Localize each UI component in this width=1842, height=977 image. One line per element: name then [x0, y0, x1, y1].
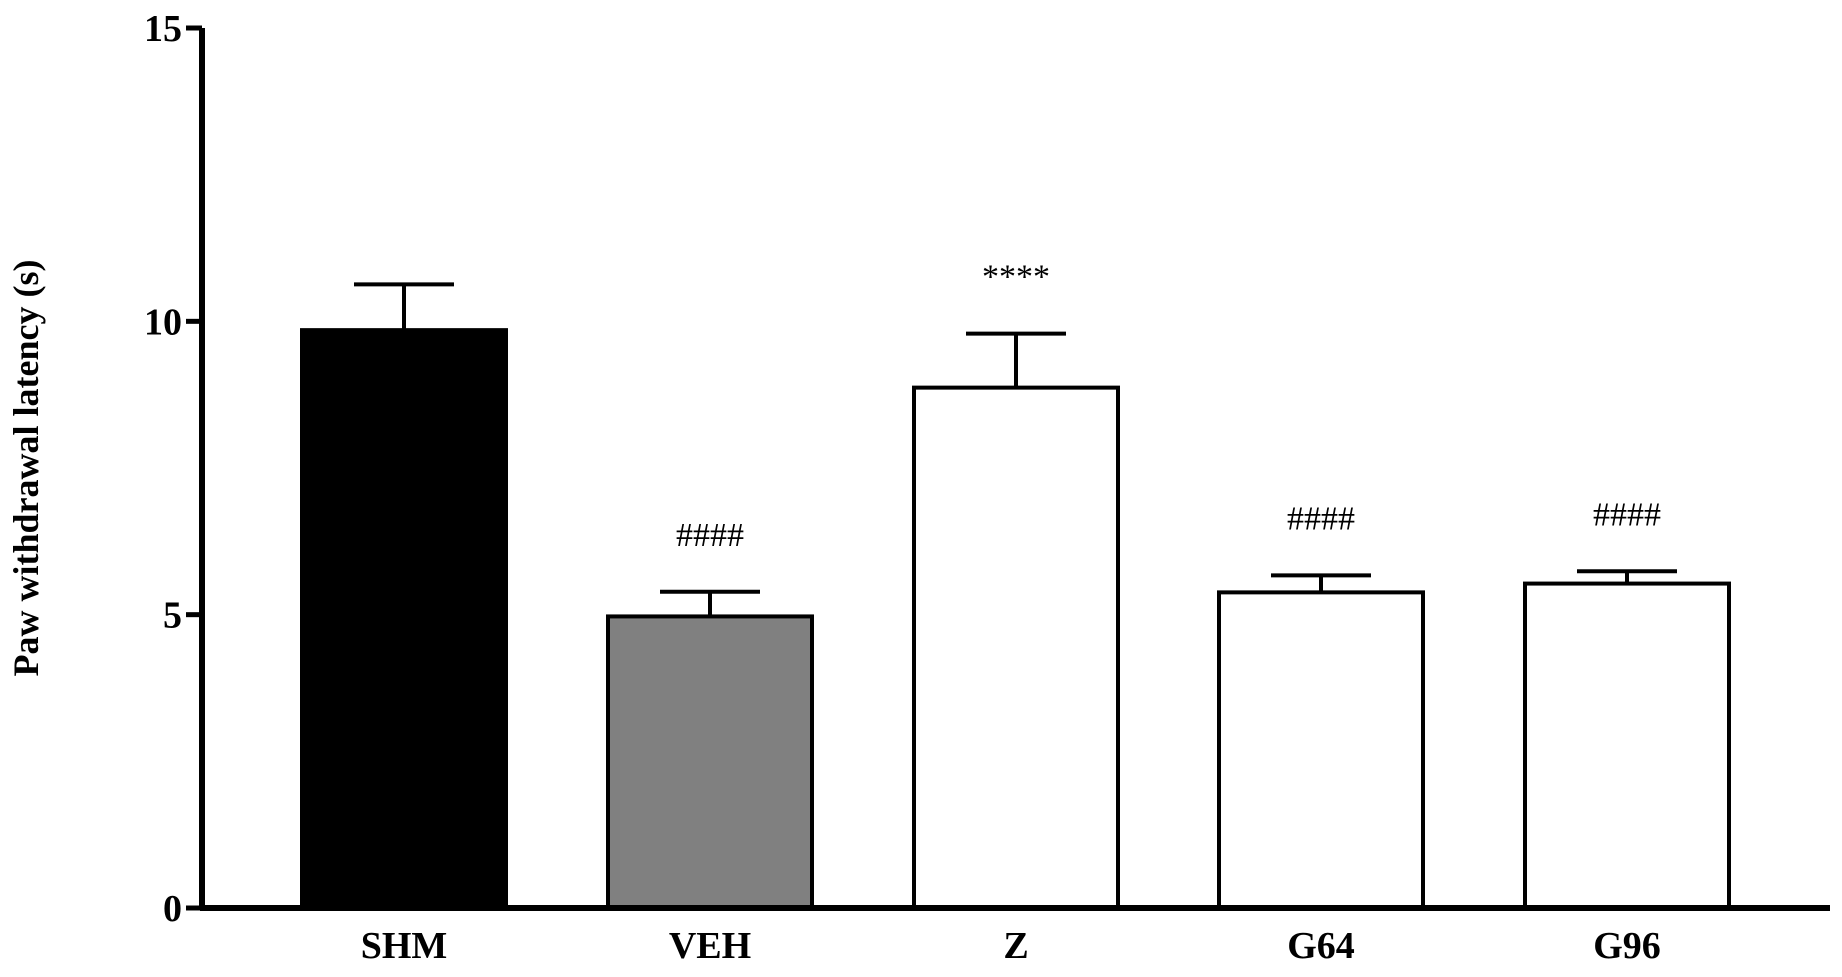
significance-label-g64: #### [1287, 500, 1355, 537]
bar-z [912, 385, 1120, 911]
x-tick-label-g64: G64 [1287, 925, 1355, 967]
bar-g64 [1217, 590, 1425, 911]
significance-label-veh: #### [676, 517, 744, 554]
bar-veh [606, 614, 814, 911]
bar-shm [300, 328, 508, 910]
significance-label-g96: #### [1593, 496, 1661, 533]
significance-label-z: **** [982, 259, 1050, 296]
y-tick-label-0: 0 [163, 888, 182, 930]
y-axis-title: Paw withdrawal latency (s) [6, 260, 46, 677]
x-tick-label-g96: G96 [1593, 925, 1661, 967]
bar-g96 [1523, 581, 1731, 910]
labels-layer: SHM #### VEH **** Z #### G64 #### G96 0 5 10 15 Paw w… [6, 8, 1661, 967]
y-tick-label-5: 5 [163, 595, 182, 637]
y-tick-label-15: 15 [144, 8, 182, 50]
axes-layer [186, 25, 1830, 911]
x-tick-label-z: Z [1003, 925, 1028, 967]
y-tick-label-10: 10 [144, 301, 182, 343]
bars-layer [300, 282, 1731, 911]
x-tick-label-veh: VEH [669, 925, 751, 967]
x-tick-label-shm: SHM [361, 925, 448, 967]
